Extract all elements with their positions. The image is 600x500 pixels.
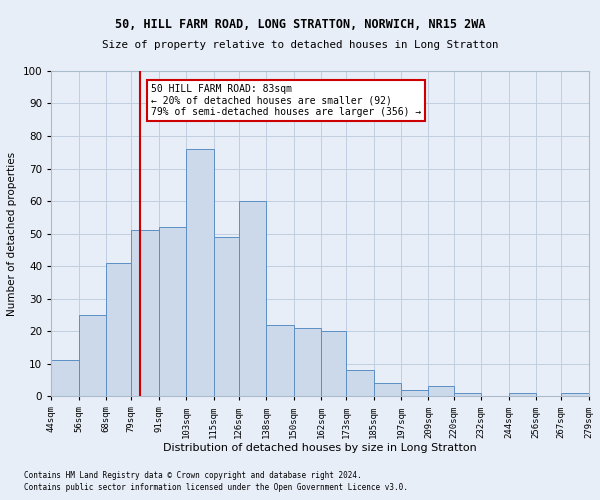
Bar	[561, 393, 589, 396]
Bar	[428, 386, 454, 396]
Bar	[158, 227, 186, 396]
X-axis label: Distribution of detached houses by size in Long Stratton: Distribution of detached houses by size …	[163, 443, 477, 453]
Bar	[266, 324, 293, 396]
Bar	[186, 149, 214, 396]
Text: Contains public sector information licensed under the Open Government Licence v3: Contains public sector information licen…	[24, 483, 408, 492]
Bar	[321, 331, 346, 396]
Bar	[374, 383, 401, 396]
Bar	[51, 360, 79, 396]
Text: 50 HILL FARM ROAD: 83sqm
← 20% of detached houses are smaller (92)
79% of semi-d: 50 HILL FARM ROAD: 83sqm ← 20% of detach…	[151, 84, 421, 117]
Bar	[293, 328, 321, 396]
Bar	[509, 393, 536, 396]
Y-axis label: Number of detached properties: Number of detached properties	[7, 152, 17, 316]
Bar	[131, 230, 158, 396]
Bar	[239, 201, 266, 396]
Text: 50, HILL FARM ROAD, LONG STRATTON, NORWICH, NR15 2WA: 50, HILL FARM ROAD, LONG STRATTON, NORWI…	[115, 18, 485, 30]
Text: Size of property relative to detached houses in Long Stratton: Size of property relative to detached ho…	[102, 40, 498, 50]
Text: Contains HM Land Registry data © Crown copyright and database right 2024.: Contains HM Land Registry data © Crown c…	[24, 470, 362, 480]
Bar	[454, 393, 481, 396]
Bar	[79, 315, 106, 396]
Bar	[106, 263, 131, 396]
Bar	[214, 237, 239, 396]
Bar	[346, 370, 374, 396]
Bar	[401, 390, 428, 396]
